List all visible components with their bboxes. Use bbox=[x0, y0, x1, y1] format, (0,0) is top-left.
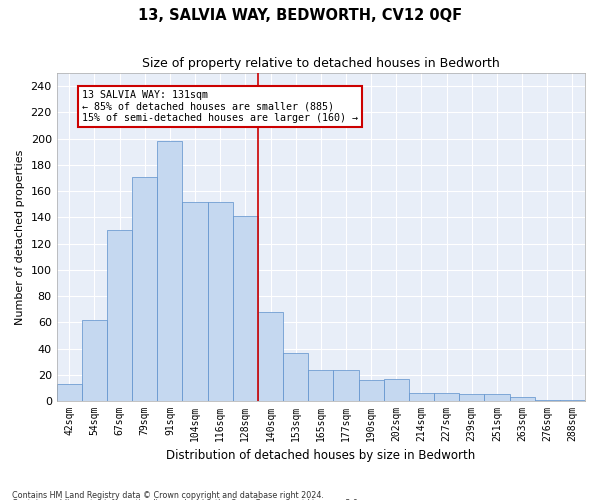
X-axis label: Distribution of detached houses by size in Bedworth: Distribution of detached houses by size … bbox=[166, 450, 475, 462]
Bar bbox=[132, 176, 157, 401]
Bar bbox=[182, 202, 208, 401]
Bar bbox=[107, 230, 132, 401]
Text: Contains HM Land Registry data © Crown copyright and database right 2024.: Contains HM Land Registry data © Crown c… bbox=[12, 490, 324, 500]
Bar bbox=[283, 352, 308, 401]
Bar bbox=[233, 216, 258, 401]
Text: 13, SALVIA WAY, BEDWORTH, CV12 0QF: 13, SALVIA WAY, BEDWORTH, CV12 0QF bbox=[138, 8, 462, 22]
Bar bbox=[258, 312, 283, 401]
Bar bbox=[560, 400, 585, 401]
Bar bbox=[82, 320, 107, 401]
Bar bbox=[56, 384, 82, 401]
Bar bbox=[208, 202, 233, 401]
Bar bbox=[157, 142, 182, 401]
Bar bbox=[308, 370, 334, 401]
Bar bbox=[359, 380, 384, 401]
Bar bbox=[434, 393, 459, 401]
Bar bbox=[484, 394, 509, 401]
Y-axis label: Number of detached properties: Number of detached properties bbox=[15, 150, 25, 324]
Bar bbox=[509, 397, 535, 401]
Text: 13 SALVIA WAY: 131sqm
← 85% of detached houses are smaller (885)
15% of semi-det: 13 SALVIA WAY: 131sqm ← 85% of detached … bbox=[82, 90, 358, 124]
Bar bbox=[459, 394, 484, 401]
Bar bbox=[409, 393, 434, 401]
Title: Size of property relative to detached houses in Bedworth: Size of property relative to detached ho… bbox=[142, 58, 500, 70]
Bar bbox=[334, 370, 359, 401]
Bar bbox=[535, 400, 560, 401]
Bar bbox=[384, 379, 409, 401]
